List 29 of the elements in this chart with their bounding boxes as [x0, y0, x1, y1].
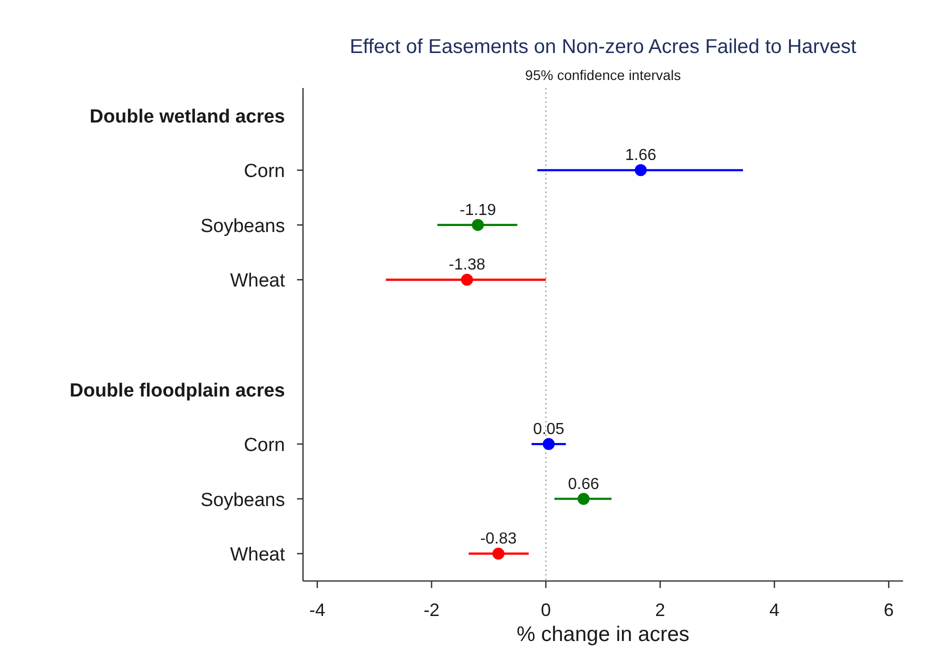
y-tick-label: Double floodplain acres	[70, 380, 285, 402]
data-label: 0.05	[533, 421, 564, 438]
x-tick-label: 0	[540, 600, 551, 620]
y-tick-label: Wheat	[230, 544, 286, 566]
x-tick-label: 4	[769, 600, 780, 620]
x-tick-label: 6	[884, 600, 894, 620]
data-label: -0.83	[480, 530, 517, 548]
x-tick-label: -4	[309, 600, 326, 620]
point	[461, 274, 473, 286]
point	[634, 164, 647, 176]
x-tick-label: -2	[424, 600, 440, 620]
y-tick-label: Corn	[244, 435, 285, 456]
data-label: 1.66	[625, 147, 656, 164]
y-tick-label: Soybeans	[200, 216, 285, 237]
point	[492, 548, 504, 560]
x-axis-title: % change in acres	[516, 623, 690, 646]
chart-title: Effect of Easements on Non-zero Acres Failed to Harvest	[350, 36, 857, 58]
point	[542, 438, 555, 450]
data-label: -1.38	[448, 256, 486, 274]
data-label: -1.19	[460, 202, 496, 219]
data-label: 0.66	[568, 476, 600, 493]
y-tick-label: Double wetland acres	[90, 106, 285, 128]
x-tick-label: 2	[655, 600, 666, 620]
y-tick-label: Corn	[244, 161, 285, 182]
point	[578, 492, 590, 505]
point	[472, 218, 484, 231]
y-tick-label: Soybeans	[200, 490, 285, 511]
y-tick-label: Wheat	[230, 270, 286, 292]
chart-subtitle: 95% confidence intervals	[525, 67, 681, 83]
